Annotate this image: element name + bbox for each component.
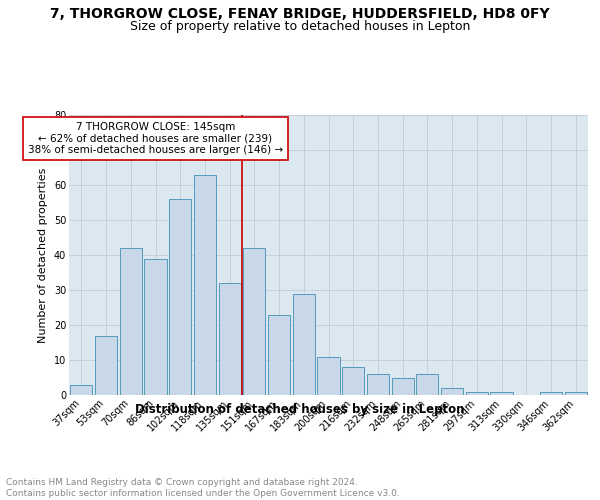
Bar [416,374,439,395]
Bar [441,388,463,395]
Bar [565,392,587,395]
Bar [95,336,117,395]
Text: Contains HM Land Registry data © Crown copyright and database right 2024.
Contai: Contains HM Land Registry data © Crown c… [6,478,400,498]
Bar [490,392,512,395]
Bar [342,367,364,395]
Bar [119,248,142,395]
Bar [243,248,265,395]
Bar [367,374,389,395]
Bar [218,283,241,395]
Text: Size of property relative to detached houses in Lepton: Size of property relative to detached ho… [130,20,470,33]
Bar [466,392,488,395]
Bar [145,258,167,395]
Bar [70,384,92,395]
Bar [540,392,562,395]
Y-axis label: Number of detached properties: Number of detached properties [38,168,48,342]
Text: 7 THORGROW CLOSE: 145sqm
← 62% of detached houses are smaller (239)
38% of semi-: 7 THORGROW CLOSE: 145sqm ← 62% of detach… [28,122,283,155]
Bar [169,199,191,395]
Bar [392,378,414,395]
Text: 7, THORGROW CLOSE, FENAY BRIDGE, HUDDERSFIELD, HD8 0FY: 7, THORGROW CLOSE, FENAY BRIDGE, HUDDERS… [50,8,550,22]
Bar [194,174,216,395]
Bar [317,356,340,395]
Text: Distribution of detached houses by size in Lepton: Distribution of detached houses by size … [135,402,465,415]
Bar [293,294,315,395]
Bar [268,314,290,395]
